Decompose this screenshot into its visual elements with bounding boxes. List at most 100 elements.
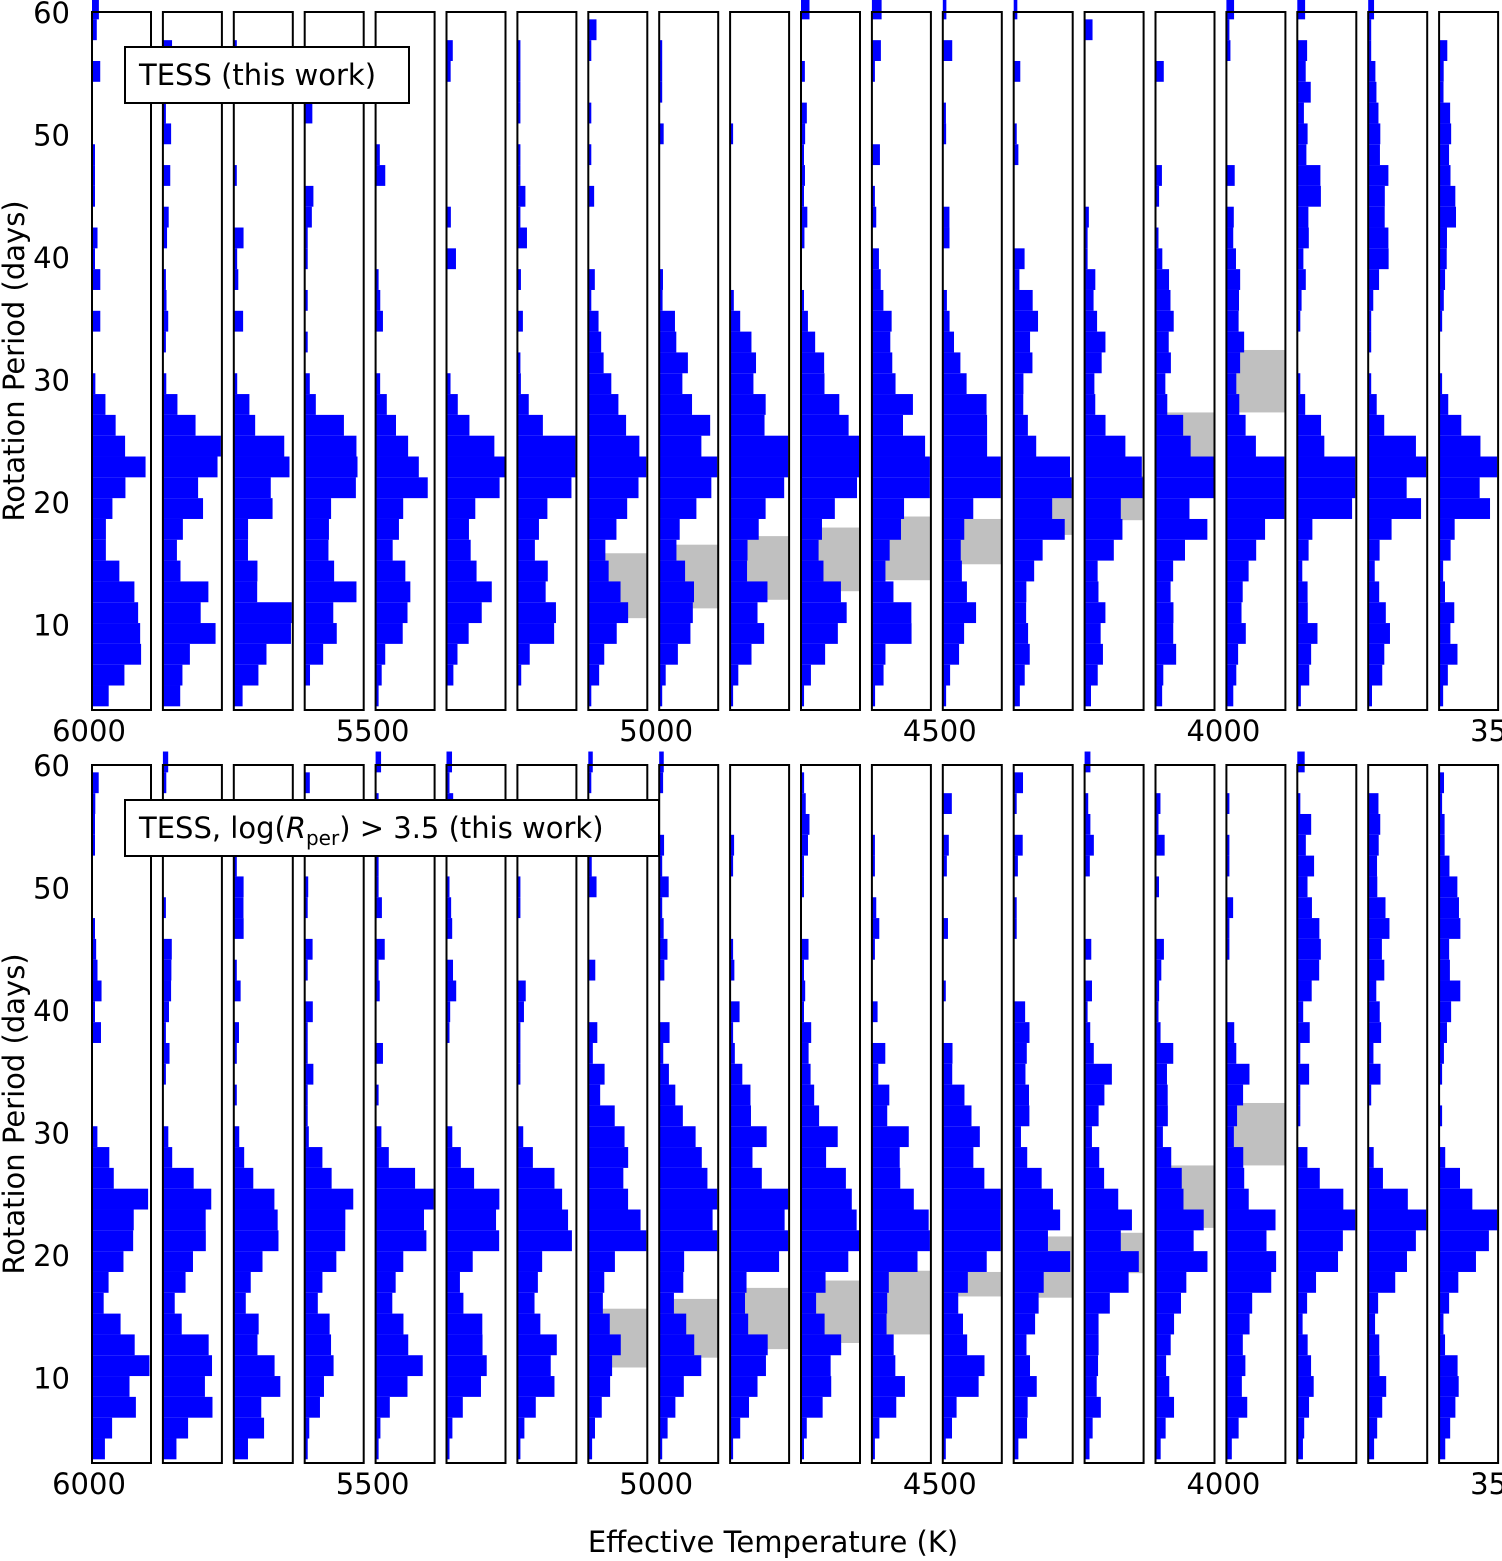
- hist-bar-1-4-22: [375, 980, 380, 1002]
- hist-bar-1-11-18: [871, 1063, 879, 1085]
- hist-bar-0-3-14: [304, 394, 316, 415]
- hist-bar-0-14-13: [1084, 414, 1106, 436]
- hist-bar-1-1-10: [162, 1230, 206, 1252]
- legend-box-1: [124, 799, 660, 857]
- hist-bar-0-0-32: [92, 19, 97, 41]
- hist-bar-0-10-3: [801, 623, 838, 644]
- hist-bar-0-15-21: [1155, 248, 1163, 270]
- hist-bar-1-15-1: [1155, 1417, 1166, 1439]
- hist-bar-0-16-23: [1226, 206, 1234, 228]
- hist-bar-1-17-16: [1297, 1105, 1301, 1127]
- hist-bar-1-1-19: [162, 1042, 170, 1064]
- hist-bar-1-4-8: [375, 1271, 396, 1293]
- hist-bar-1-12-17: [942, 1084, 965, 1106]
- hist-bar-0-18-31: [1368, 40, 1372, 61]
- panel-frame-0-8: [658, 11, 720, 711]
- hist-bar-0-7-20: [588, 269, 595, 290]
- hist-bar-1-10-22: [801, 980, 806, 1002]
- hist-bar-1-7-12: [588, 1188, 629, 1210]
- hist-bar-0-14-6: [1084, 560, 1098, 582]
- hist-bar-0-15-20: [1155, 269, 1170, 290]
- hist-bar-0-19-26: [1439, 144, 1450, 166]
- hist-bar-1-4-33: [375, 751, 382, 773]
- hist-bar-0-6-7: [517, 539, 535, 561]
- hist-bar-0-7-11: [588, 456, 647, 478]
- hist-bar-0-7-12: [588, 435, 640, 457]
- hist-bar-1-16-13: [1226, 1167, 1245, 1189]
- hist-bar-1-16-26: [1226, 897, 1234, 919]
- hist-bar-1-16-0: [1226, 1438, 1232, 1460]
- hist-bar-1-8-14: [659, 1147, 702, 1168]
- y-tick-label-0-5: 60: [33, 0, 70, 30]
- hist-bar-1-2-10: [233, 1230, 279, 1252]
- hist-bar-1-5-21: [446, 1001, 451, 1023]
- y-tick-label-1-4: 50: [33, 871, 70, 905]
- hist-bar-1-7-32: [588, 772, 592, 794]
- hist-bar-1-2-11: [233, 1209, 278, 1231]
- hist-bar-1-19-22: [1439, 980, 1461, 1002]
- hist-bar-0-5-8: [446, 518, 469, 540]
- hist-bar-1-17-21: [1297, 1001, 1304, 1023]
- hist-bar-1-17-26: [1297, 897, 1312, 919]
- panel-frame-0-0: [91, 11, 152, 711]
- hist-bar-1-14-10: [1084, 1230, 1121, 1252]
- hist-bar-1-19-1: [1439, 1417, 1451, 1439]
- hist-bar-0-6-31: [517, 40, 521, 61]
- hist-bar-1-5-4: [446, 1355, 487, 1377]
- hist-bar-1-16-25: [1226, 918, 1230, 939]
- hist-bar-1-3-1: [304, 1417, 310, 1439]
- hist-bar-1-3-14: [304, 1147, 323, 1168]
- hist-bar-1-0-32: [92, 772, 99, 794]
- panel-0-5: [445, 11, 507, 711]
- x-tick-label-0-4: 4000: [1186, 714, 1260, 748]
- hist-bar-0-19-11: [1439, 456, 1498, 478]
- hist-bar-1-16-12: [1226, 1188, 1249, 1210]
- hist-bar-1-7-15: [588, 1126, 625, 1148]
- hist-bar-1-13-3: [1013, 1376, 1037, 1397]
- hist-bar-0-19-21: [1439, 248, 1447, 270]
- hist-bar-0-16-2: [1226, 643, 1239, 665]
- hist-bar-1-7-6: [588, 1313, 610, 1335]
- hist-bar-0-7-15: [588, 373, 612, 395]
- hist-bar-0-6-8: [517, 518, 539, 540]
- hist-bar-1-17-11: [1297, 1209, 1356, 1231]
- hist-bar-1-11-2: [871, 1396, 897, 1418]
- hist-bar-0-14-10: [1084, 477, 1143, 499]
- hist-bar-1-0-15: [92, 1126, 98, 1148]
- hist-bar-0-4-20: [375, 269, 379, 290]
- hist-bar-0-6-10: [517, 477, 572, 499]
- hist-bar-0-19-22: [1439, 227, 1447, 249]
- hist-bar-1-15-8: [1155, 1271, 1187, 1293]
- hist-bar-0-10-30: [801, 60, 805, 82]
- hist-bar-1-9-3: [730, 1376, 758, 1397]
- hist-bar-0-18-30: [1368, 60, 1376, 82]
- hist-bar-1-12-16: [942, 1105, 972, 1127]
- hist-bar-1-11-29: [871, 834, 875, 856]
- hist-bar-1-8-25: [659, 918, 664, 939]
- hist-bar-1-18-14: [1368, 1147, 1374, 1168]
- y-axis-label-0: Rotation Period (days): [0, 200, 31, 521]
- hist-bar-1-8-4: [659, 1355, 702, 1377]
- hist-bar-0-5-2: [446, 643, 458, 665]
- hist-bar-1-16-17: [1226, 1084, 1244, 1106]
- hist-bar-0-10-14: [801, 394, 840, 415]
- hist-bar-1-5-26: [446, 897, 452, 919]
- hist-bar-0-6-18: [517, 310, 523, 332]
- hist-bar-1-16-8: [1226, 1271, 1272, 1293]
- hist-bar-1-7-8: [588, 1271, 605, 1293]
- hist-bar-1-18-10: [1368, 1230, 1416, 1252]
- hist-bar-1-18-25: [1368, 918, 1390, 939]
- hist-bar-0-18-32: [1368, 19, 1372, 41]
- hist-bar-1-2-0: [233, 1438, 248, 1460]
- hist-bar-0-5-21: [446, 248, 456, 270]
- hist-bar-0-15-4: [1155, 602, 1174, 624]
- panel-1-0: [91, 764, 152, 1464]
- hist-bar-0-3-2: [304, 643, 324, 665]
- hist-bar-0-8-13: [659, 414, 711, 436]
- hist-bar-0-7-5: [588, 581, 621, 603]
- hist-bar-0-7-28: [588, 102, 592, 124]
- hist-bar-1-13-25: [1013, 918, 1017, 939]
- hist-bar-1-5-0: [446, 1438, 450, 1460]
- hist-bar-0-12-2: [942, 643, 960, 665]
- hist-bar-1-4-23: [375, 959, 379, 981]
